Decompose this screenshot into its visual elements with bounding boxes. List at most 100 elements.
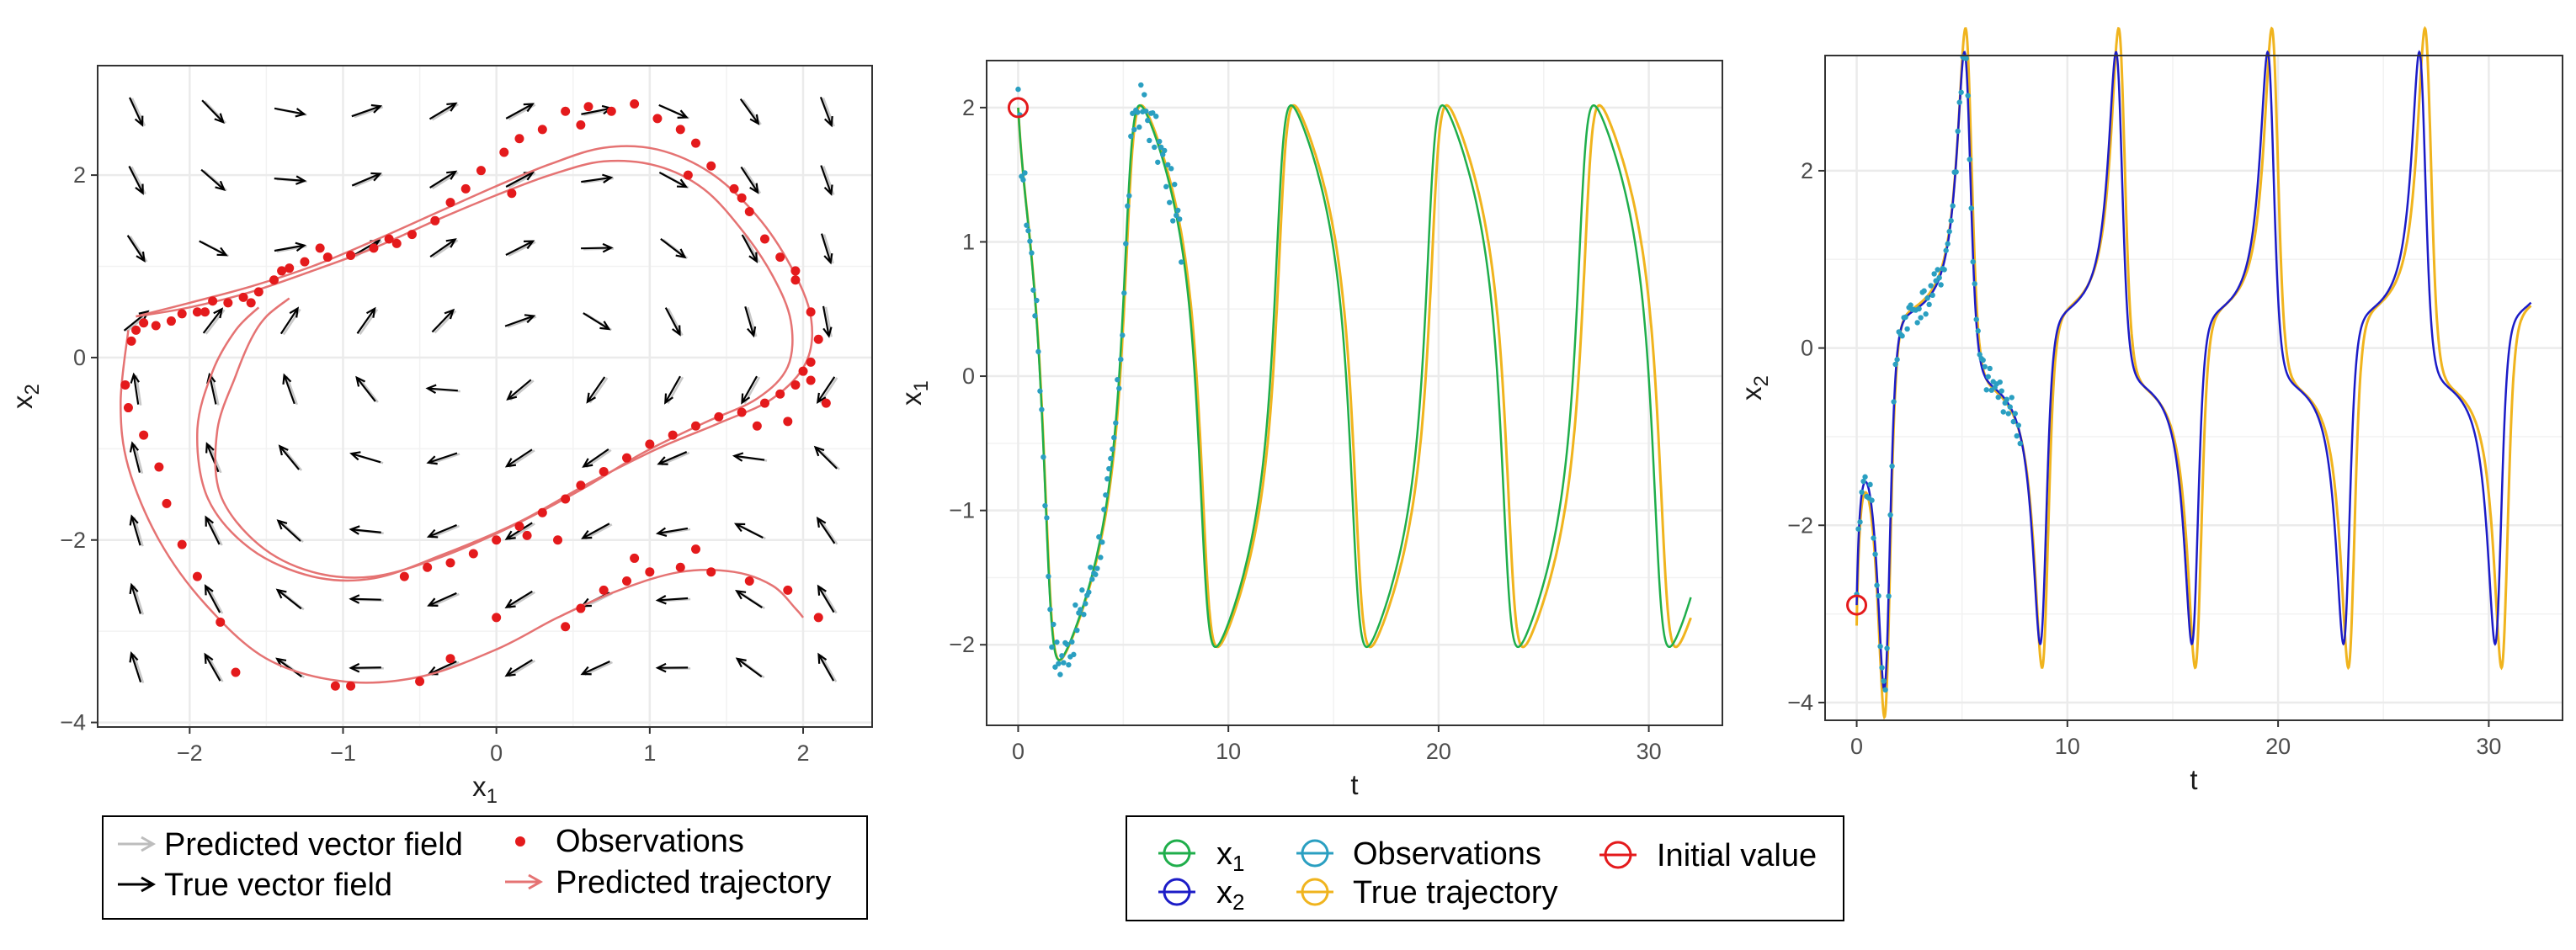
observation-point [576,603,586,613]
x2-xtick-label: 10 [2055,734,2080,759]
x1-observation-point [1155,159,1161,165]
true-field-arrowhead [295,241,306,252]
x1-observation-point [1054,639,1060,645]
x2-observation-point [2007,404,2013,410]
observation-point [330,681,340,691]
x1-observation-point [1172,181,1178,188]
true-field-arrow [657,597,689,602]
predicted-field-arrow [281,446,303,471]
legend-label-observations: Observations [556,824,744,859]
predicted-trajectory-inner [136,159,794,579]
true-field-arrowhead [675,248,687,259]
true-field-arrowhead [586,392,596,404]
legend-key-predicted-trajectory-head [528,873,544,890]
true-field-arrow [130,653,142,683]
x1-observation-point [1145,117,1151,124]
true-field-arrow [505,172,534,188]
x2-observation-point [1929,292,1935,299]
phase-legend: Predicted vector field True vector field… [102,815,868,920]
phase-ytick-label: 2 [73,162,86,188]
x2-observation-point [1999,388,2004,394]
true-field-arrowhead [749,183,759,194]
true-field-arrowhead [349,451,361,461]
true-field-arrow [356,308,376,334]
true-field-arrow [205,517,221,545]
true-field-arrow [205,585,221,613]
observation-point [162,498,172,508]
legend-key-true-field-head [141,876,157,893]
true-field-arrow [132,374,140,405]
true-field-arrowhead [349,525,360,535]
x2-observation-point [1921,288,1927,294]
observation-point [537,507,547,517]
x1-observation-point [1032,313,1038,319]
observation-point [131,325,141,335]
x1-observation-point [1057,671,1063,677]
true-field-arrowhead [295,108,306,118]
true-field-arrowhead [205,515,215,527]
true-field-arrow [586,376,606,403]
true-field-arrowhead [749,114,760,125]
true-field-arrowhead [349,594,360,604]
true-field-arrow [820,165,833,194]
true-field-arrow [507,379,532,401]
x1-plot-background [987,61,1722,725]
true-field-arrowhead [655,527,668,538]
x1-observation-point [1158,144,1164,151]
true-field-arrowhead [735,657,747,668]
x1-observation-point [1153,114,1159,119]
true-field-arrowhead [735,589,747,600]
true-field-arrow [658,171,687,188]
observation-point [120,379,130,390]
predicted-field-arrow [358,377,379,403]
true-field-arrowhead [426,528,439,539]
x2-observation-point [1923,311,1929,317]
true-field-arrow [664,307,681,336]
true-field-arrow [741,234,758,263]
x1-observation-point [1177,216,1183,222]
observation-point [166,316,176,326]
phase-ytick-label: −4 [60,710,86,735]
observation-point [576,480,586,491]
true-field-arrowhead [504,667,516,677]
observation-point [468,549,478,559]
legend-label-series-observations: Observations [1353,836,1541,872]
legend-label-predicted-field: Predicted vector field [164,827,463,862]
x1-observation-point [1116,385,1122,391]
true-field-arrowhead [425,384,437,395]
x1-ytick-label: −2 [949,632,975,657]
x1-observation-point [1160,151,1166,157]
x1-observation-point [1110,446,1115,452]
observation-point [277,266,287,276]
observation-point [645,567,655,577]
true-field-arrow [429,171,456,189]
observation-point [752,421,762,431]
x1-observation-point [1174,212,1179,219]
true-field-arrow [428,524,457,538]
phase-xlabel: x1 [472,771,498,808]
observation-point [599,466,609,476]
x2-observation-point [1871,535,1876,541]
true-field-arrowhead [580,666,592,676]
x2-observation-point [1968,205,1974,211]
true-field-arrowhead [582,458,593,468]
legend-label-initial-value: Initial value [1657,838,1817,873]
predicted-field-arrow [661,451,690,466]
true-field-arrow [279,445,300,470]
x1-observation-point [1170,218,1176,224]
x2-observation-point [2014,433,2020,439]
x2-observation-point [1869,497,1875,503]
observation-point [737,407,747,417]
legend-key-predicted-field-head [141,836,157,852]
true-field-arrow [202,308,223,334]
true-field-arrow [582,661,610,676]
observation-point [499,147,509,157]
observation-point [514,521,524,531]
observation-point [231,667,241,677]
x1-observation-point [1147,137,1152,144]
true-field-arrow [351,453,381,464]
true-field-arrowhead [655,595,667,605]
x1-observation-point [1025,227,1031,234]
true-field-arrowhead [602,242,614,253]
observation-point [177,309,187,319]
